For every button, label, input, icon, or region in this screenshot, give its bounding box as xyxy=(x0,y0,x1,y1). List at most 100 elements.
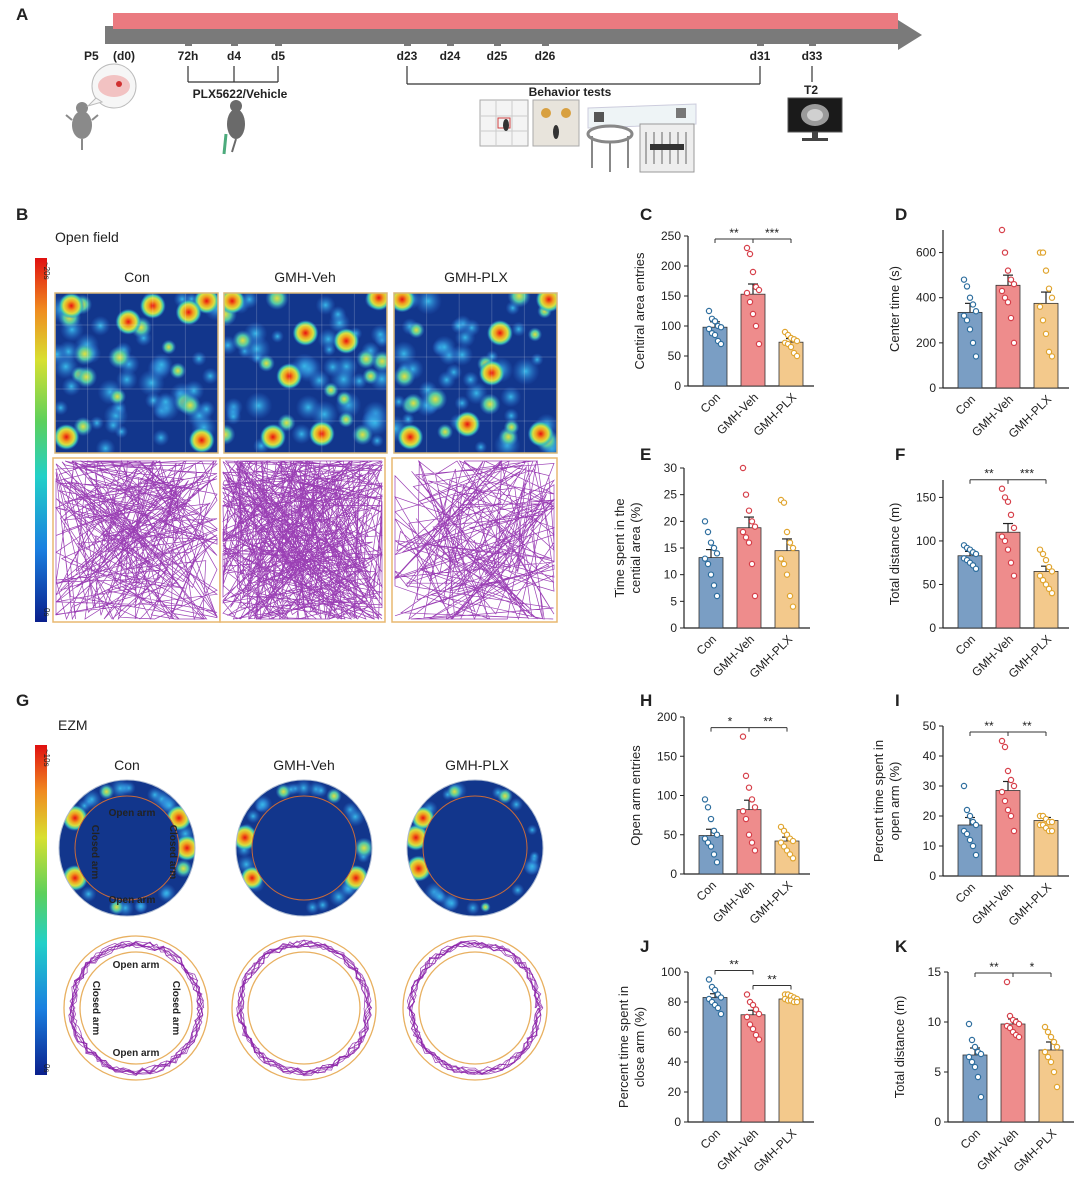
timeline-tick-mark xyxy=(231,30,238,46)
timeline-tick-mark xyxy=(494,30,501,46)
data-point xyxy=(969,842,977,850)
data-point xyxy=(711,331,719,339)
ezm-heat-closed-arm-left: Closed arm xyxy=(89,825,100,880)
data-point xyxy=(998,533,1006,540)
data-point xyxy=(1007,511,1015,519)
heatmap-low-spot xyxy=(270,329,284,343)
heatmap-low-spot xyxy=(370,434,384,448)
ezm-outer-ring xyxy=(58,779,196,917)
data-point xyxy=(1044,1053,1052,1061)
data-point xyxy=(739,733,747,740)
y-tick-label: 150 xyxy=(657,749,677,763)
timeline-tick-mark xyxy=(185,30,192,46)
data-point xyxy=(1041,1048,1049,1056)
heatmap-low-spot xyxy=(152,429,170,447)
data-point xyxy=(971,1043,979,1051)
heatmap-mid-spot xyxy=(179,394,202,417)
bar-gmh-plx xyxy=(1033,302,1059,389)
data-point xyxy=(786,539,794,546)
data-point xyxy=(1042,581,1050,588)
locomotion-track-path xyxy=(54,459,218,621)
open-field-group-plx: GMH-PLX xyxy=(444,269,508,285)
ezm-heat-low-spot xyxy=(443,895,460,912)
data-point xyxy=(998,737,1006,745)
data-point xyxy=(745,784,753,791)
heatmap-mid-spot xyxy=(323,382,339,398)
timeline-p5: P5 xyxy=(84,49,99,63)
data-point xyxy=(704,804,712,811)
heatmap-hot-spot xyxy=(259,424,286,450)
open-field-group-con: Con xyxy=(124,269,150,285)
ezm-track-closed-arm-right: Closed arm xyxy=(170,981,181,1036)
bar-gmh-plx xyxy=(778,998,804,1123)
data-point xyxy=(1004,299,1012,306)
data-point xyxy=(963,317,971,324)
bar-gmh-veh xyxy=(1000,1023,1026,1123)
heatmap-low-spot xyxy=(90,315,111,336)
heatmap-frame xyxy=(223,292,388,454)
data-point xyxy=(971,1063,979,1071)
y-tick-label: 0 xyxy=(929,869,936,883)
ezm-heat-hot-spot xyxy=(326,788,342,804)
significance-label: *** xyxy=(1020,467,1034,481)
y-tick-label: 10 xyxy=(928,1015,942,1029)
data-point xyxy=(746,298,754,306)
bar-gmh-veh xyxy=(740,1014,766,1123)
ezm-heat-closed-arm-right: Closed arm xyxy=(167,825,178,880)
data-point xyxy=(755,340,763,348)
open-field-title: Open field xyxy=(55,229,119,245)
data-point xyxy=(1053,1043,1061,1051)
heatmap-low-spot xyxy=(437,370,456,389)
heatmap-mid-spot xyxy=(423,387,448,412)
data-point xyxy=(717,340,725,348)
data-point xyxy=(960,312,968,319)
data-point xyxy=(743,289,751,297)
heatmap-hot-spot xyxy=(535,293,557,313)
heatmap-low-spot xyxy=(394,341,417,367)
data-point xyxy=(780,560,788,568)
y-tick-label: 80 xyxy=(668,995,682,1009)
ezm-heat-low-spot xyxy=(80,886,97,902)
data-point xyxy=(963,283,971,290)
ezm-heatmap xyxy=(407,780,543,916)
data-point xyxy=(746,250,754,258)
open-field-heatmap xyxy=(394,293,557,453)
ezm-group-plx: GMH-PLX xyxy=(445,757,509,773)
data-point xyxy=(1050,1038,1058,1046)
heatmap-hot-spot xyxy=(397,424,424,450)
panel-a: A P5 (d0) 72h d4 d5 d23 d24 d25 d26 d31 d33 PLX5… xyxy=(16,5,922,173)
timeline-tick-label: d23 xyxy=(397,49,418,63)
data-point xyxy=(972,353,980,360)
data-point xyxy=(1004,498,1012,505)
ezm-heat-low-spot xyxy=(432,889,446,903)
ezm-track-path xyxy=(409,941,544,1075)
data-point xyxy=(783,528,791,536)
data-point xyxy=(1045,585,1053,593)
data-point xyxy=(743,991,751,998)
heatmap-mid-spot xyxy=(108,387,127,406)
panel-label-g: G xyxy=(16,691,29,710)
pup-mouse-icon xyxy=(65,102,99,150)
ezm-track-inner-ring xyxy=(79,951,193,1065)
data-point xyxy=(710,851,718,858)
data-point xyxy=(1004,267,1012,274)
y-tick-label: 40 xyxy=(923,749,937,763)
heatmap-low-spot xyxy=(225,408,242,425)
data-point xyxy=(1048,818,1056,826)
data-point xyxy=(998,287,1006,295)
y-axis-label: Total distance (m) xyxy=(892,996,907,1099)
data-point xyxy=(966,326,974,333)
ezm-heat-low-spot xyxy=(529,851,540,862)
data-point xyxy=(789,837,797,845)
heatmap-mid-spot xyxy=(277,413,296,432)
heatmap-mid-spot xyxy=(73,342,97,366)
data-point xyxy=(1010,572,1018,579)
locomotion-track-path xyxy=(221,459,384,621)
heatmap-mid-spot xyxy=(352,424,374,446)
y-tick-label: 100 xyxy=(916,534,936,548)
x-tick-label: Con xyxy=(694,632,719,657)
panel-label-b: B xyxy=(16,205,28,224)
rotarod-apparatus-icon xyxy=(639,123,695,173)
data-point xyxy=(746,1021,754,1028)
